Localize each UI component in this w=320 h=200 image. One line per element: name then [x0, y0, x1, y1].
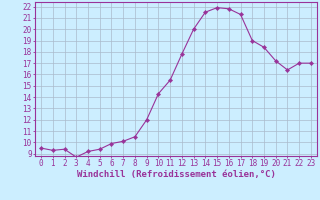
X-axis label: Windchill (Refroidissement éolien,°C): Windchill (Refroidissement éolien,°C) — [76, 170, 276, 179]
